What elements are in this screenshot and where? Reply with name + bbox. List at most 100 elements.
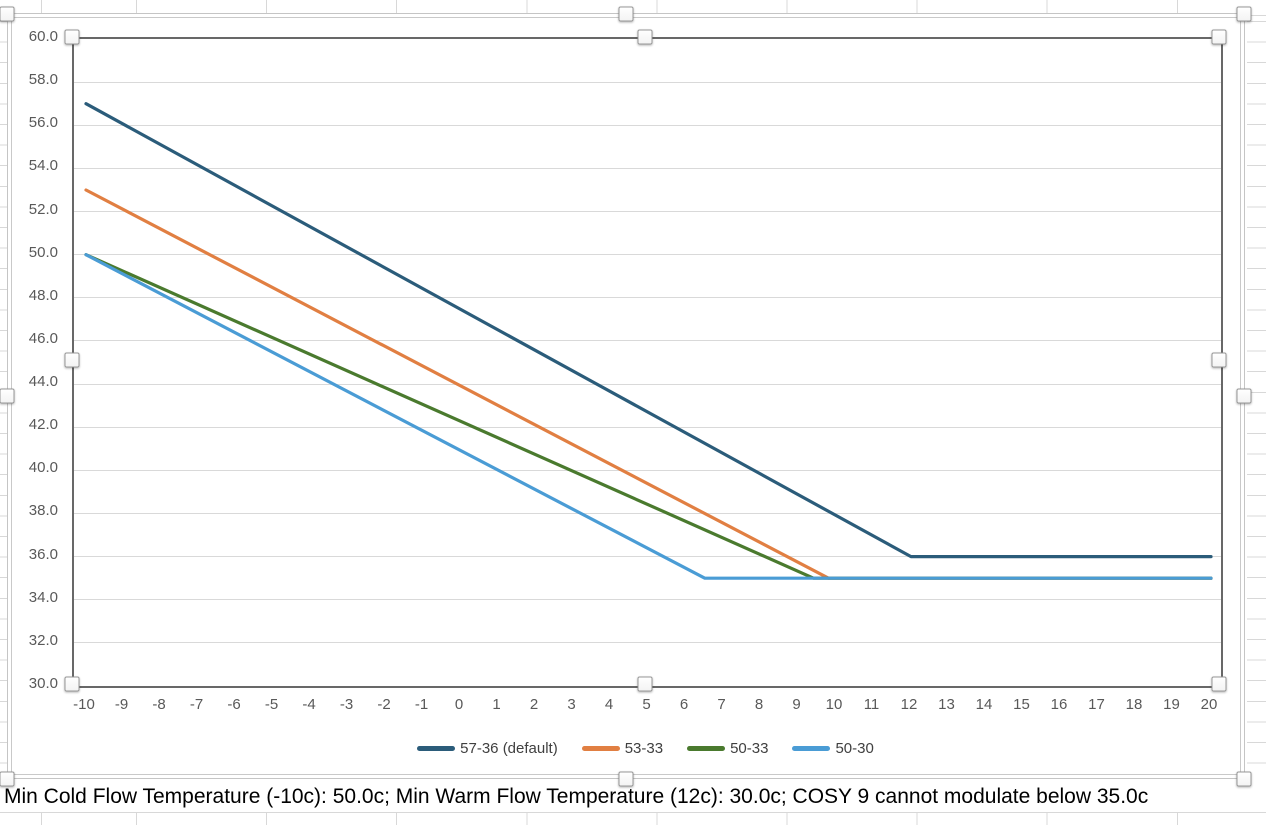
- legend-swatch-icon: [417, 745, 456, 751]
- series-line-50-30[interactable]: [84, 253, 1213, 580]
- plot-resize-handle-n[interactable]: [637, 29, 653, 45]
- chart-area[interactable]: [7, 13, 1245, 779]
- x-tick-label: 3: [567, 696, 576, 713]
- y-tick-label: 54.0: [28, 157, 58, 175]
- plot-hgridline: [74, 642, 1221, 644]
- series-line-53-33[interactable]: [84, 188, 1213, 580]
- x-tick-label: -2: [377, 696, 391, 713]
- plot-gridlines: [74, 39, 1221, 686]
- plot-hgridline: [74, 383, 1221, 385]
- plot-resize-handle-sw[interactable]: [64, 676, 80, 692]
- x-tick-label: 20: [1200, 696, 1218, 713]
- plot-hgridline: [74, 469, 1221, 471]
- x-tick-label: 8: [754, 696, 764, 713]
- x-tick-label: 17: [1088, 696, 1105, 713]
- y-tick-label: 42.0: [28, 416, 58, 434]
- series-line-57-36-default-[interactable]: [84, 102, 1213, 559]
- legend-swatch-icon: [792, 745, 831, 751]
- plot-hgridline: [74, 340, 1221, 342]
- x-tick-label: 6: [679, 696, 689, 713]
- x-tick-label: 7: [717, 696, 726, 713]
- x-tick-label: 15: [1013, 696, 1030, 713]
- legend-swatch-icon: [687, 745, 726, 751]
- x-tick-label: 1: [492, 696, 501, 713]
- y-tick-label: 58.0: [28, 71, 58, 89]
- sheet-gridlines-right: [1247, 13, 1266, 781]
- y-tick-label: 44.0: [28, 373, 58, 391]
- y-tick-label: 32.0: [28, 631, 58, 649]
- x-tick-label: 0: [454, 696, 464, 713]
- plot-hgridline: [74, 211, 1221, 213]
- caption-cell-text[interactable]: Min Cold Flow Temperature (-10c): 50.0c;…: [4, 785, 1149, 808]
- x-tick-label: 18: [1125, 696, 1143, 713]
- x-tick-label: 10: [825, 696, 843, 713]
- legend-label: 57-36 (default): [460, 739, 558, 757]
- plot-resize-handle-ne[interactable]: [1211, 29, 1227, 45]
- plot-resize-handle-w[interactable]: [64, 352, 80, 368]
- x-tick-label: -3: [339, 696, 354, 713]
- chart-resize-handle-ne[interactable]: [1236, 6, 1252, 22]
- plot-hgridline: [74, 512, 1221, 514]
- legend-item[interactable]: 53-33: [581, 739, 664, 757]
- y-tick-label: 40.0: [28, 459, 58, 477]
- sheet-gridlines-bottom: [0, 812, 1266, 825]
- plot-resize-handle-nw[interactable]: [64, 29, 80, 45]
- plot-resize-handle-s[interactable]: [637, 676, 653, 692]
- x-tick-label: -5: [264, 696, 279, 713]
- x-tick-label: 4: [604, 696, 614, 713]
- x-tick-label: -6: [227, 696, 241, 713]
- chart-resize-handle-e[interactable]: [1236, 388, 1252, 404]
- chart-resize-handle-n[interactable]: [618, 6, 634, 22]
- x-tick-label: -9: [114, 696, 129, 713]
- y-tick-label: 38.0: [28, 502, 58, 520]
- plot-hgridline: [74, 254, 1221, 256]
- legend-item[interactable]: 50-30: [792, 739, 874, 757]
- plot-resize-handle-se[interactable]: [1211, 676, 1227, 692]
- x-tick-label: -7: [189, 696, 204, 713]
- y-tick-label: 48.0: [28, 286, 58, 304]
- series-line-50-33[interactable]: [84, 253, 1213, 580]
- plot-area[interactable]: [72, 37, 1223, 688]
- chart-resize-handle-s[interactable]: [618, 771, 634, 787]
- x-tick-label: 13: [938, 696, 955, 713]
- y-tick-label: 50.0: [28, 243, 58, 261]
- plot-resize-handle-e[interactable]: [1211, 352, 1227, 368]
- chart-resize-handle-nw[interactable]: [0, 6, 15, 22]
- plot-hgridline: [74, 556, 1221, 558]
- x-tick-label: 5: [642, 696, 651, 713]
- plot-hgridline: [74, 426, 1221, 428]
- x-tick-label: -8: [152, 696, 166, 713]
- y-tick-label: 46.0: [28, 329, 58, 347]
- chart-resize-handle-se[interactable]: [1236, 771, 1252, 787]
- y-tick-label: 56.0: [28, 114, 58, 132]
- plot-hgridline: [74, 599, 1221, 601]
- y-tick-label: 30.0: [28, 675, 58, 692]
- x-tick-label: 14: [975, 696, 993, 713]
- chart-resize-handle-w[interactable]: [0, 388, 15, 404]
- y-tick-label: 52.0: [28, 200, 58, 218]
- x-tick-label: 9: [792, 696, 801, 713]
- x-tick-label: -1: [414, 696, 429, 713]
- x-tick-label: 2: [529, 696, 539, 713]
- x-tick-label: 11: [863, 696, 880, 713]
- legend-item[interactable]: 57-36 (default): [417, 740, 558, 757]
- legend-item[interactable]: 50-33: [687, 740, 768, 757]
- chart-legend[interactable]: 57-36 (default) 53-33 50-33 50-30: [72, 738, 1219, 758]
- legend-label: 53-33: [624, 739, 664, 757]
- series-lines[interactable]: [74, 39, 1221, 686]
- plot-hgridline: [74, 124, 1221, 126]
- chart-resize-handle-sw[interactable]: [0, 771, 15, 787]
- y-tick-label: 36.0: [28, 545, 58, 563]
- x-tick-label: 16: [1050, 696, 1068, 713]
- plot-hgridline: [74, 167, 1221, 169]
- x-tick-label: 12: [900, 696, 918, 713]
- x-tick-label: -10: [73, 696, 95, 713]
- y-tick-label: 34.0: [28, 588, 58, 606]
- y-tick-label: 60.0: [28, 28, 58, 45]
- legend-label: 50-30: [835, 739, 874, 757]
- legend-swatch-icon: [581, 745, 620, 751]
- x-tick-label: -4: [302, 696, 316, 713]
- legend-label: 50-33: [730, 739, 769, 757]
- x-tick-label: 19: [1163, 696, 1180, 713]
